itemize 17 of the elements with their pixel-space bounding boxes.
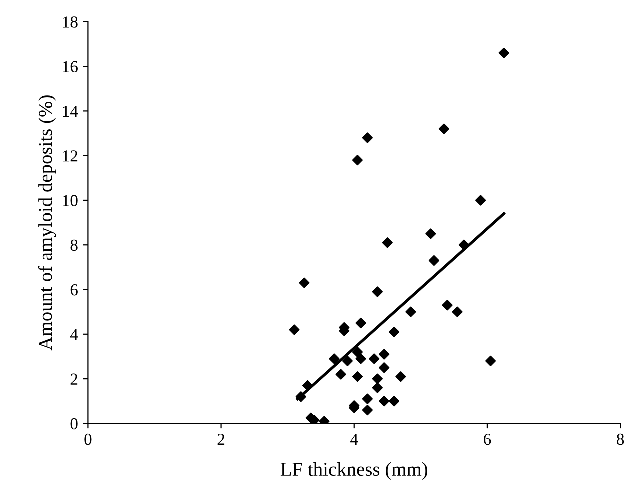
y-tick-label: 12 xyxy=(63,150,78,162)
y-tick-label: 14 xyxy=(63,106,78,117)
y-tick-label: 8 xyxy=(70,240,78,252)
x-tick-label: 0 xyxy=(84,434,92,446)
y-tick-label: 4 xyxy=(70,329,78,340)
y-axis-title: Amount of amyloid deposits (%) xyxy=(38,96,56,351)
x-tick-label: 4 xyxy=(350,434,358,445)
y-tick-label: 6 xyxy=(70,284,78,296)
y-tick-label: 0 xyxy=(70,418,78,430)
x-axis-title: LF thickness (mm) xyxy=(280,462,428,480)
x-tick-label: 8 xyxy=(617,434,624,446)
x-tick-label: 2 xyxy=(218,434,225,445)
y-tick-label: 10 xyxy=(63,195,78,206)
y-tick-label: 18 xyxy=(63,16,78,28)
x-tick-label: 6 xyxy=(484,434,492,446)
y-tick-label: 2 xyxy=(70,374,78,385)
y-tick-label: 16 xyxy=(63,61,78,73)
